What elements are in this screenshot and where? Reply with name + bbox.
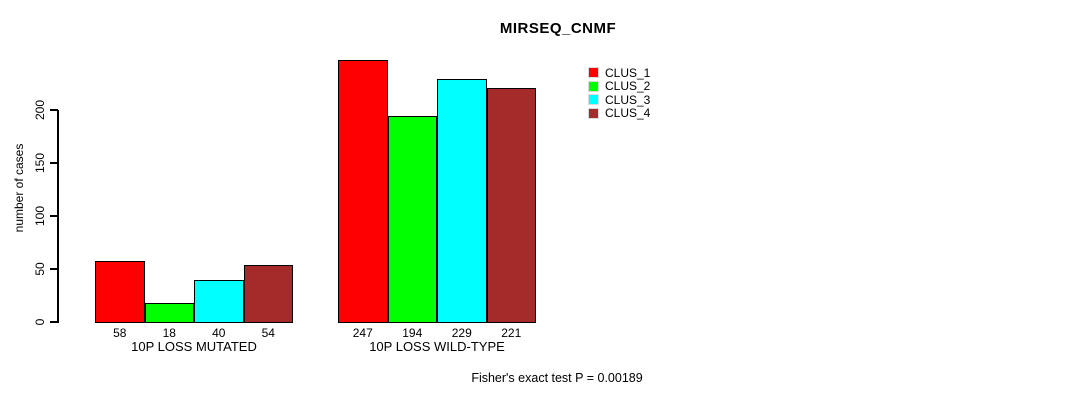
legend-row: CLUS_4 bbox=[588, 106, 651, 121]
fisher-test-annotation: Fisher's exact test P = 0.00189 bbox=[471, 371, 643, 385]
bar-value-label: 54 bbox=[261, 326, 275, 340]
y-tick-label: 50 bbox=[33, 262, 47, 276]
bar-clus_3-group1 bbox=[194, 279, 244, 324]
legend-label: CLUS_4 bbox=[605, 106, 651, 121]
bar-clus_4-group1 bbox=[243, 264, 293, 324]
y-tick-mark bbox=[50, 109, 58, 111]
bar-clus_3-group2 bbox=[437, 79, 487, 324]
legend-swatch-icon bbox=[588, 67, 599, 79]
bar-value-label: 221 bbox=[501, 326, 522, 340]
bar-value-label: 194 bbox=[402, 326, 423, 340]
y-tick-label: 0 bbox=[33, 318, 47, 326]
group-label: 10P LOSS MUTATED bbox=[131, 339, 257, 354]
legend-row: CLUS_2 bbox=[588, 79, 651, 94]
y-tick-mark bbox=[50, 268, 58, 270]
legend-swatch-icon bbox=[588, 94, 599, 106]
bar-clus_2-group1 bbox=[144, 302, 194, 324]
y-tick-mark bbox=[50, 162, 58, 164]
y-tick-mark bbox=[50, 321, 58, 323]
bar-clus_1-group1 bbox=[95, 260, 145, 324]
y-tick-label: 150 bbox=[33, 152, 47, 174]
legend-label: CLUS_1 bbox=[605, 65, 651, 80]
y-tick-label: 100 bbox=[33, 205, 47, 227]
legend-label: CLUS_2 bbox=[605, 79, 651, 94]
legend-label: CLUS_3 bbox=[605, 92, 651, 107]
bar-value-label: 229 bbox=[451, 326, 472, 340]
bar-clus_2-group2 bbox=[387, 116, 437, 324]
legend-row: CLUS_1 bbox=[588, 66, 650, 80]
bar-clus_4-group2 bbox=[486, 87, 536, 324]
y-axis-line bbox=[57, 110, 59, 323]
bar-clus_1-group2 bbox=[338, 60, 388, 324]
legend-row: CLUS_3 bbox=[588, 93, 650, 107]
bar-value-label: 40 bbox=[212, 326, 226, 340]
legend-swatch-icon bbox=[588, 80, 599, 92]
legend-swatch-icon bbox=[588, 107, 599, 119]
legend: CLUS_1 CLUS_2 CLUS_3 CLUS_4 bbox=[588, 66, 650, 120]
bar-value-label: 18 bbox=[162, 326, 176, 340]
y-axis-title: number of cases bbox=[12, 143, 26, 233]
bar-value-label: 58 bbox=[113, 326, 127, 340]
y-tick-mark bbox=[50, 215, 58, 217]
y-tick-label: 200 bbox=[33, 99, 47, 121]
bar-value-label: 247 bbox=[352, 326, 373, 340]
chart-title: MIRSEQ_CNMF bbox=[499, 20, 617, 37]
group-label: 10P LOSS WILD-TYPE bbox=[369, 339, 505, 354]
